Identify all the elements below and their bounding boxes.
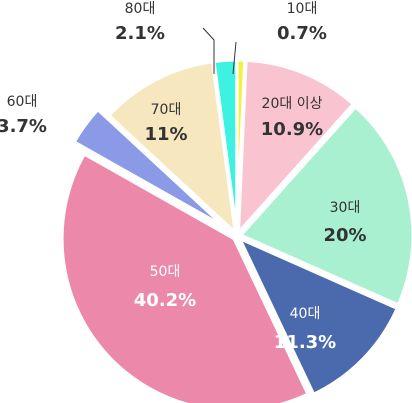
slice-label-0: 10대 [287,1,318,17]
slice-value-label-0: 0.7% [277,23,327,44]
slice-label-4: 50대 [150,264,181,280]
slice-label-6: 70대 [151,102,182,118]
slice-value-label-1: 10.9% [261,119,323,140]
leader-line-0 [232,41,237,75]
leader-line-7 [202,27,215,74]
slice-value-label-3: 11.3% [274,332,336,353]
pie-slice-2 [238,104,412,307]
pie-slice-1 [236,58,356,237]
pie-slice-5 [72,107,226,228]
slice-label-7: 80대 [125,1,156,17]
slice-label-1: 20대 이상 [262,96,323,112]
pie-slice-6 [106,60,238,237]
slice-value-label-4: 40.2% [134,290,196,311]
slice-value-label-5: 3.7% [0,116,47,137]
pie-slice-4 [60,152,310,403]
slice-label-5: 60대 [7,94,38,110]
slice-value-label-2: 20% [323,225,366,246]
slice-value-label-7: 2.1% [115,23,165,44]
slice-value-label-6: 11% [144,124,187,145]
slice-label-2: 30대 [330,200,361,216]
pie-slice-3 [236,235,400,397]
slice-label-3: 40대 [290,306,321,322]
